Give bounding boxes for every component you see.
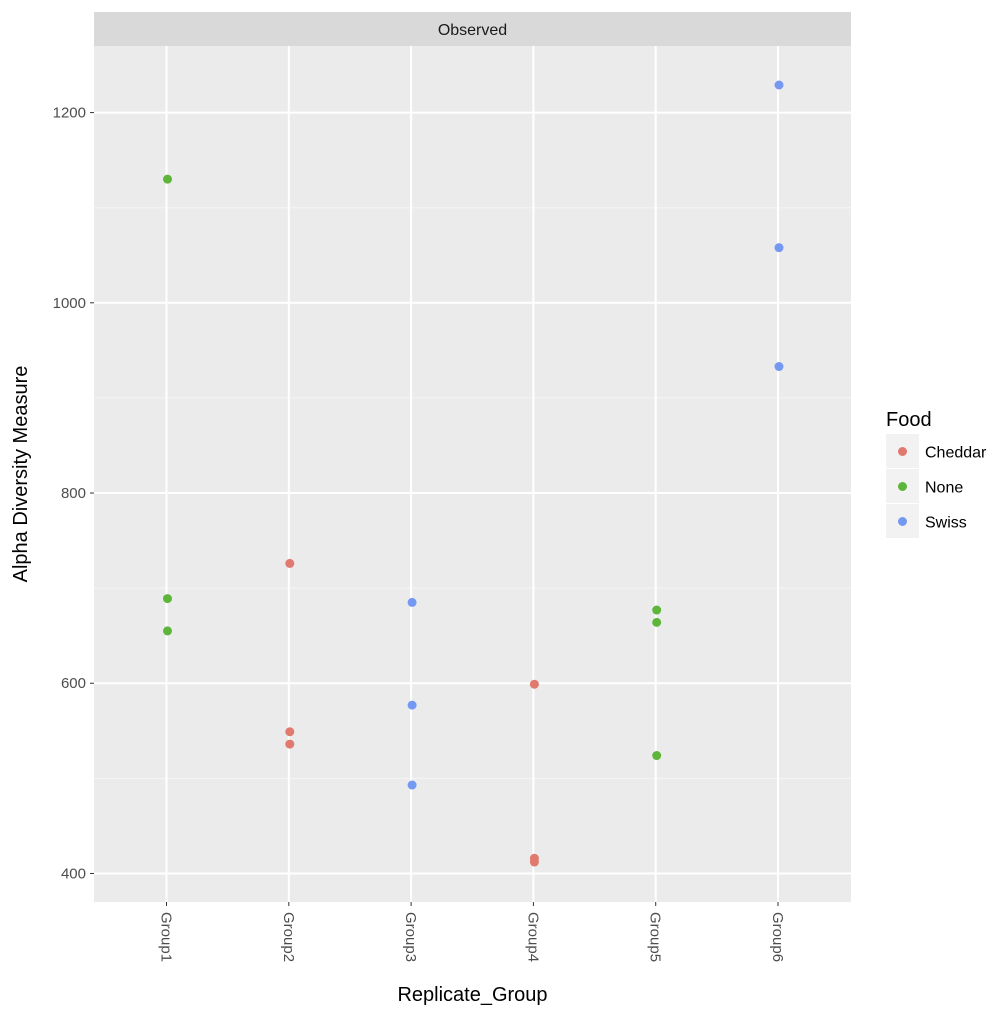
legend-label-swiss: Swiss: [925, 515, 967, 532]
data-point-none: [652, 751, 662, 761]
y-tick-label: 1000: [53, 295, 86, 312]
legend-key-none: [898, 482, 907, 491]
x-axis-title: Replicate_Group: [397, 984, 547, 1006]
data-point-swiss: [774, 80, 784, 90]
panel-background: [94, 46, 851, 902]
data-point-swiss: [407, 597, 417, 607]
minor-gridlines: [94, 207, 851, 779]
x-tick-label: Group2: [280, 912, 297, 962]
x-tick-label: Group4: [524, 912, 541, 962]
data-point-cheddar: [285, 739, 295, 749]
data-point-swiss: [407, 780, 417, 790]
y-tick-label: 600: [61, 675, 86, 692]
facet-strip: [94, 12, 851, 46]
data-point-none: [163, 594, 172, 604]
data-point-cheddar: [529, 679, 539, 689]
y-tick-label: 800: [61, 485, 86, 502]
data-point-none: [163, 626, 172, 636]
legend-key-swiss: [898, 517, 907, 526]
legend-key-cheddar: [898, 447, 907, 456]
data-point-none: [163, 174, 172, 184]
x-tick-label: Group6: [769, 912, 786, 962]
data-point-swiss: [407, 700, 417, 710]
data-point-swiss: [774, 243, 784, 253]
y-tick-label: 1200: [53, 105, 86, 122]
x-axis: Group1 Group2 Group3 Group4 Group5 Group6: [158, 902, 786, 962]
data-point-swiss: [774, 362, 784, 372]
data-point-cheddar: [529, 857, 539, 867]
legend-title: Food: [886, 409, 932, 431]
data-point-none: [652, 605, 662, 615]
data-point-none: [652, 617, 662, 627]
x-tick-label: Group3: [402, 912, 419, 962]
x-tick-label: Group5: [647, 912, 664, 962]
y-axis: 400 600 800 1000 1200: [53, 105, 94, 882]
y-axis-title: Alpha Diversity Measure: [10, 366, 32, 583]
legend-label-none: None: [925, 480, 963, 497]
data-point-cheddar: [285, 558, 295, 568]
y-tick-label: 400: [61, 865, 86, 882]
facet-strip-label: Observed: [438, 22, 507, 39]
data-points: [163, 80, 784, 867]
x-tick-label: Group1: [158, 912, 175, 962]
data-point-cheddar: [285, 727, 295, 737]
legend-label-cheddar: Cheddar: [925, 445, 987, 462]
legend: Cheddar None Swiss: [886, 434, 987, 538]
